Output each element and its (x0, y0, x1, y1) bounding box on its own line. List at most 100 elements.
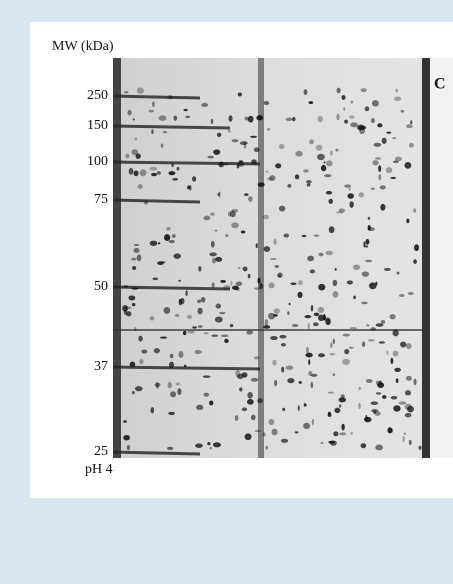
protein-spot (197, 325, 203, 329)
protein-spot (388, 428, 394, 434)
protein-spot (201, 102, 209, 108)
protein-spot (235, 281, 243, 287)
protein-spot (342, 358, 351, 366)
protein-spot (187, 185, 191, 190)
protein-spot (277, 274, 282, 278)
protein-spot (225, 234, 229, 238)
protein-spot (309, 269, 315, 274)
protein-spot (318, 283, 326, 291)
protein-spot (247, 115, 254, 123)
protein-spot (399, 341, 407, 348)
protein-spot (308, 358, 311, 366)
protein-spot (328, 226, 335, 234)
protein-spot (240, 230, 246, 234)
protein-spot (287, 311, 290, 316)
protein-spot (303, 169, 309, 173)
protein-spot (360, 443, 367, 449)
protein-spot (234, 415, 239, 421)
protein-spot (246, 330, 253, 335)
protein-spot (131, 287, 139, 290)
protein-spot (183, 108, 188, 112)
protein-spot (364, 416, 372, 423)
protein-spot (244, 193, 249, 196)
protein-spot (158, 115, 167, 121)
protein-spot (347, 193, 354, 199)
protein-spot (408, 439, 412, 446)
protein-spot (131, 257, 137, 261)
protein-spot (408, 142, 414, 148)
protein-spot (134, 386, 143, 392)
axis-title: MW (kDa) (52, 39, 114, 54)
protein-spot (328, 198, 333, 204)
protein-spot (231, 139, 239, 143)
protein-spot (259, 282, 263, 290)
protein-spot (217, 192, 220, 197)
protein-spot (266, 177, 274, 181)
protein-spot (235, 287, 240, 291)
protein-spot (334, 407, 341, 414)
protein-spot (404, 390, 412, 396)
protein-spot (262, 214, 269, 220)
protein-spot (174, 314, 180, 318)
protein-spot (385, 167, 393, 174)
protein-spot (367, 216, 371, 220)
protein-spot (178, 351, 184, 358)
protein-spot (209, 400, 214, 406)
protein-spot (287, 377, 295, 384)
protein-spot (166, 446, 174, 451)
protein-spot (413, 378, 417, 386)
protein-spot (361, 271, 370, 277)
protein-spot (375, 444, 383, 451)
protein-spot (330, 150, 333, 156)
protein-spot (334, 268, 337, 271)
protein-spot (292, 117, 296, 122)
protein-spot (138, 335, 143, 342)
protein-spot (157, 242, 161, 245)
protein-spot (263, 101, 270, 106)
protein-spot (378, 174, 382, 181)
protein-spot (328, 440, 336, 444)
protein-spot (220, 279, 226, 283)
protein-spot (269, 258, 277, 261)
protein-spot (129, 361, 136, 368)
protein-spot (171, 234, 176, 238)
ph-label: pH 4 (85, 462, 113, 477)
protein-spot (273, 313, 278, 317)
protein-spot (342, 333, 350, 337)
protein-spot (405, 343, 412, 350)
protein-spot (148, 109, 154, 113)
protein-spot (187, 330, 195, 334)
protein-spot (359, 127, 366, 135)
protein-spot (198, 265, 202, 272)
protein-spot (168, 171, 176, 176)
protein-spot (197, 307, 203, 315)
protein-spot (313, 312, 320, 317)
protein-spot (370, 118, 375, 124)
protein-spot (301, 234, 307, 237)
protein-spot (257, 182, 265, 187)
protein-spot (372, 160, 379, 166)
protein-spot (348, 346, 354, 349)
protein-spot (163, 234, 171, 241)
protein-spot (390, 395, 398, 400)
protein-spot (303, 89, 308, 95)
protein-spot (298, 381, 302, 384)
protein-spot (209, 446, 212, 450)
protein-spot (349, 201, 354, 208)
protein-spot (383, 267, 391, 272)
protein-spot (137, 184, 143, 189)
protein-spot (308, 101, 314, 105)
protein-spot (402, 435, 405, 443)
protein-spot (305, 346, 309, 354)
protein-spot (283, 233, 290, 238)
protein-spot (352, 264, 361, 270)
protein-spot (246, 399, 254, 405)
protein-spot (237, 160, 245, 167)
protein-spot (156, 171, 161, 175)
protein-spot (168, 411, 176, 416)
protein-spot (150, 407, 155, 414)
marker-label: 250 (87, 88, 108, 103)
protein-spot (405, 375, 412, 381)
protein-spot (413, 208, 417, 213)
protein-spot (406, 218, 410, 224)
